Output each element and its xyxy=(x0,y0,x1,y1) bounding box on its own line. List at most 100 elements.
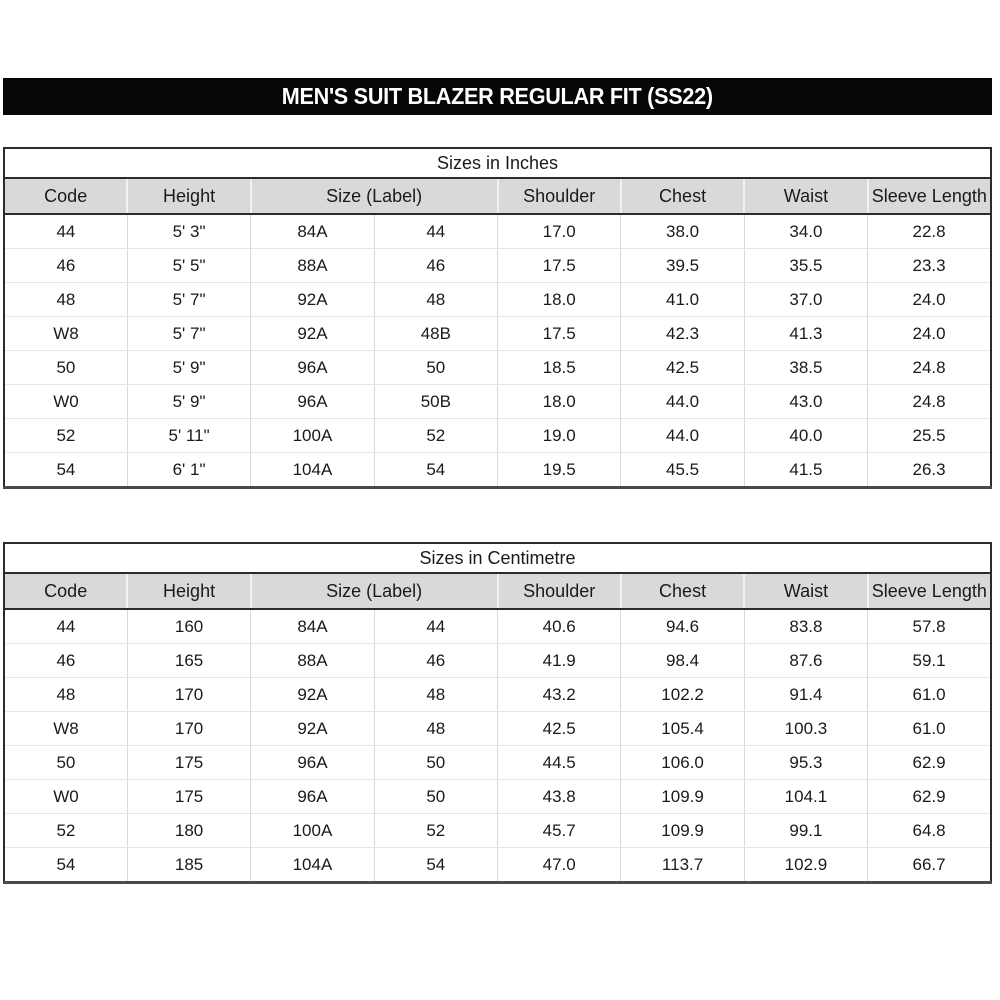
table-row: 48 170 92A 48 43.2 102.2 91.4 61.0 xyxy=(4,677,991,712)
table-cell: W8 xyxy=(4,316,128,351)
sizes-in-inches-table: Sizes in Inches Code Height Size (Label)… xyxy=(3,147,992,489)
table-cell: 6' 1" xyxy=(127,452,252,488)
table-cell: 180 xyxy=(127,813,252,848)
table-cell: 50 xyxy=(374,779,499,814)
table-cell: 43.0 xyxy=(744,384,869,419)
table-cell: 96A xyxy=(250,779,375,814)
table-cell: 185 xyxy=(127,847,252,883)
table-cell: 44.5 xyxy=(497,745,622,780)
table-cell: 64.8 xyxy=(867,813,991,848)
table-row: 44 5' 3" 84A 44 17.0 38.0 34.0 22.8 xyxy=(4,214,991,249)
table-cell: 37.0 xyxy=(744,282,869,317)
table-cell: 92A xyxy=(250,316,375,351)
table-cell: 5' 5" xyxy=(127,248,252,283)
table-cell: 165 xyxy=(127,643,252,678)
table-cell: 94.6 xyxy=(620,609,745,644)
table-cell: 100A xyxy=(250,418,375,453)
table-cell: 5' 9" xyxy=(127,384,252,419)
column-header-chest: Chest xyxy=(620,178,746,215)
table-cell: 99.1 xyxy=(744,813,869,848)
table-row: 44 160 84A 44 40.6 94.6 83.8 57.8 xyxy=(4,609,991,644)
table-cell: 44 xyxy=(374,214,499,249)
table-cell: 48 xyxy=(4,282,128,317)
table-cell: 105.4 xyxy=(620,711,745,746)
table-cell: 104A xyxy=(250,847,375,883)
table-cell: 113.7 xyxy=(620,847,745,883)
table-row: W0 5' 9" 96A 50B 18.0 44.0 43.0 24.8 xyxy=(4,384,991,419)
table-cell: 109.9 xyxy=(620,779,745,814)
table-cell: 24.0 xyxy=(867,282,991,317)
table-cell: 46 xyxy=(374,248,499,283)
table-cell: 40.0 xyxy=(744,418,869,453)
table-cell: 48 xyxy=(374,711,499,746)
table-cell: 88A xyxy=(250,643,375,678)
table-cell: 106.0 xyxy=(620,745,745,780)
table-cell: 96A xyxy=(250,350,375,385)
table-cell: 54 xyxy=(374,847,499,883)
table-cell: 175 xyxy=(127,779,252,814)
table-cell: 41.3 xyxy=(744,316,869,351)
table-cell: 84A xyxy=(250,214,375,249)
table-cell: 42.3 xyxy=(620,316,745,351)
table-cell: 26.3 xyxy=(912,459,946,479)
table-cell: 24.8 xyxy=(867,350,991,385)
table-cell: 52 xyxy=(374,813,499,848)
column-header-waist: Waist xyxy=(744,178,869,215)
table-cell: 52 xyxy=(4,418,128,453)
centimetre-table-body: 44 160 84A 44 40.6 94.6 83.8 57.8 46 165 88A 46 41.9… xyxy=(4,609,991,883)
column-header-height: Height xyxy=(127,573,252,610)
table-cell: 59.1 xyxy=(867,643,991,678)
column-header-height: Height xyxy=(127,178,252,215)
table-header-row: Code Height Size (Label) Shoulder Chest … xyxy=(4,573,991,610)
table-cell: 34.0 xyxy=(744,214,869,249)
table-cell: 47.0 xyxy=(497,847,622,883)
table-cell: 41.9 xyxy=(497,643,622,678)
table-cell: 84A xyxy=(250,609,375,644)
table-cell: 88A xyxy=(250,248,375,283)
table-cell: 46 xyxy=(374,643,499,678)
table-cell: 48 xyxy=(4,677,128,712)
table-cell: 102.2 xyxy=(620,677,745,712)
sizes-in-centimetre-table: Sizes in Centimetre Code Height Size (La… xyxy=(3,542,992,884)
table-cell: 42.5 xyxy=(497,711,622,746)
table-cell: 95.3 xyxy=(744,745,869,780)
table-cell: 43.8 xyxy=(497,779,622,814)
table-cell: 170 xyxy=(127,677,252,712)
table-cell: 83.8 xyxy=(744,609,869,644)
table-cell: 44 xyxy=(374,609,499,644)
table-cell: 50 xyxy=(374,745,499,780)
table-cell: 44.0 xyxy=(620,418,745,453)
table-cell: 175 xyxy=(127,745,252,780)
table-cell: 52 xyxy=(4,813,128,848)
page-title: MEN'S SUIT BLAZER REGULAR FIT (SS22) xyxy=(281,83,714,109)
table-row: 48 5' 7" 92A 48 18.0 41.0 37.0 24.0 xyxy=(4,282,991,317)
table-cell: 41.5 xyxy=(744,452,869,488)
table-cell: 61.0 xyxy=(867,711,991,746)
table-caption-row: Sizes in Centimetre xyxy=(4,543,991,574)
table-cell: 48B xyxy=(374,316,499,351)
table-cell: 41.0 xyxy=(620,282,745,317)
table-row: 52 180 100A 52 45.7 109.9 99.1 64.8 xyxy=(4,813,991,848)
column-header-shoulder: Shoulder xyxy=(497,178,622,215)
table-cell: 38.0 xyxy=(620,214,745,249)
table-cell: 50 xyxy=(374,350,499,385)
table-cell: 18.0 xyxy=(497,384,622,419)
table-cell: 100.3 xyxy=(744,711,869,746)
table-cell: 5' 7" xyxy=(127,282,252,317)
table-cell: 102.9 xyxy=(744,847,869,883)
table-cell: 17.5 xyxy=(497,248,622,283)
table-caption-row: Sizes in Inches xyxy=(4,148,991,179)
table-row: W8 5' 7" 92A 48B 17.5 42.3 41.3 24.0 xyxy=(4,316,991,351)
table-cell: 18.0 xyxy=(497,282,622,317)
table-cell: 39.5 xyxy=(620,248,745,283)
table-cell: 92A xyxy=(250,711,375,746)
table-cell: 50B xyxy=(374,384,499,419)
table-caption: Sizes in Centimetre xyxy=(4,543,991,574)
table-cell: 96A xyxy=(250,384,375,419)
table-cell: 104.1 xyxy=(744,779,869,814)
table-cell: 57.8 xyxy=(867,609,991,644)
table-cell: 160 xyxy=(127,609,252,644)
table-row: 50 5' 9" 96A 50 18.5 42.5 38.5 24.8 xyxy=(4,350,991,385)
table-cell: 17.5 xyxy=(497,316,622,351)
table-cell: 45.7 xyxy=(497,813,622,848)
